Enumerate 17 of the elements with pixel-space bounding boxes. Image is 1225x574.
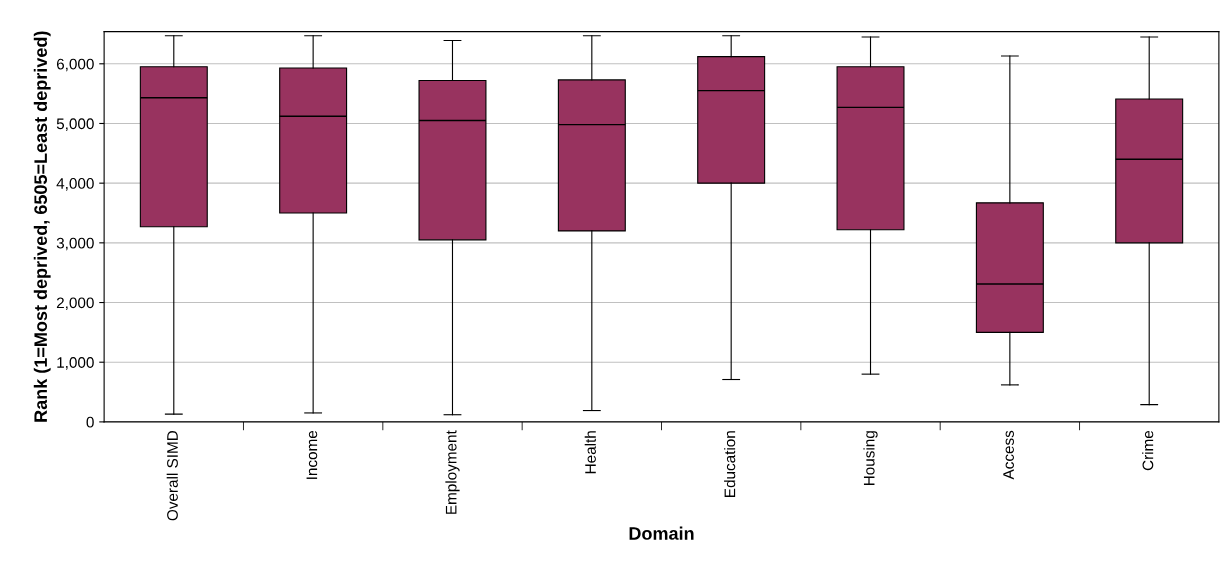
x-tick-label: Access xyxy=(1003,430,1014,480)
y-tick-label: 0 xyxy=(86,416,94,428)
x-tick-label: Employment xyxy=(445,430,460,514)
x-tick-label: Housing xyxy=(863,431,878,486)
y-tick-label: 2,000 xyxy=(56,297,94,311)
x-tick-label: Crime xyxy=(1142,430,1154,471)
x-tick-label: Overall SIMD xyxy=(166,430,178,521)
x-tick-label: Income xyxy=(306,430,318,479)
y-tick-label: 6,000 xyxy=(56,58,94,72)
x-tick-label: Education xyxy=(724,431,736,497)
x-axis-title: Domain xyxy=(629,526,694,540)
y-tick-label: 3,000 xyxy=(56,237,94,251)
y-tick-label: 4,000 xyxy=(56,178,94,191)
y-tick-label: 1,000 xyxy=(57,357,94,370)
y-axis-title: Rank (1=Most deprived, 6505=Least deprived) xyxy=(33,31,51,422)
y-tick-label: 5,000 xyxy=(56,118,94,131)
x-tick-label: Health xyxy=(584,431,596,474)
